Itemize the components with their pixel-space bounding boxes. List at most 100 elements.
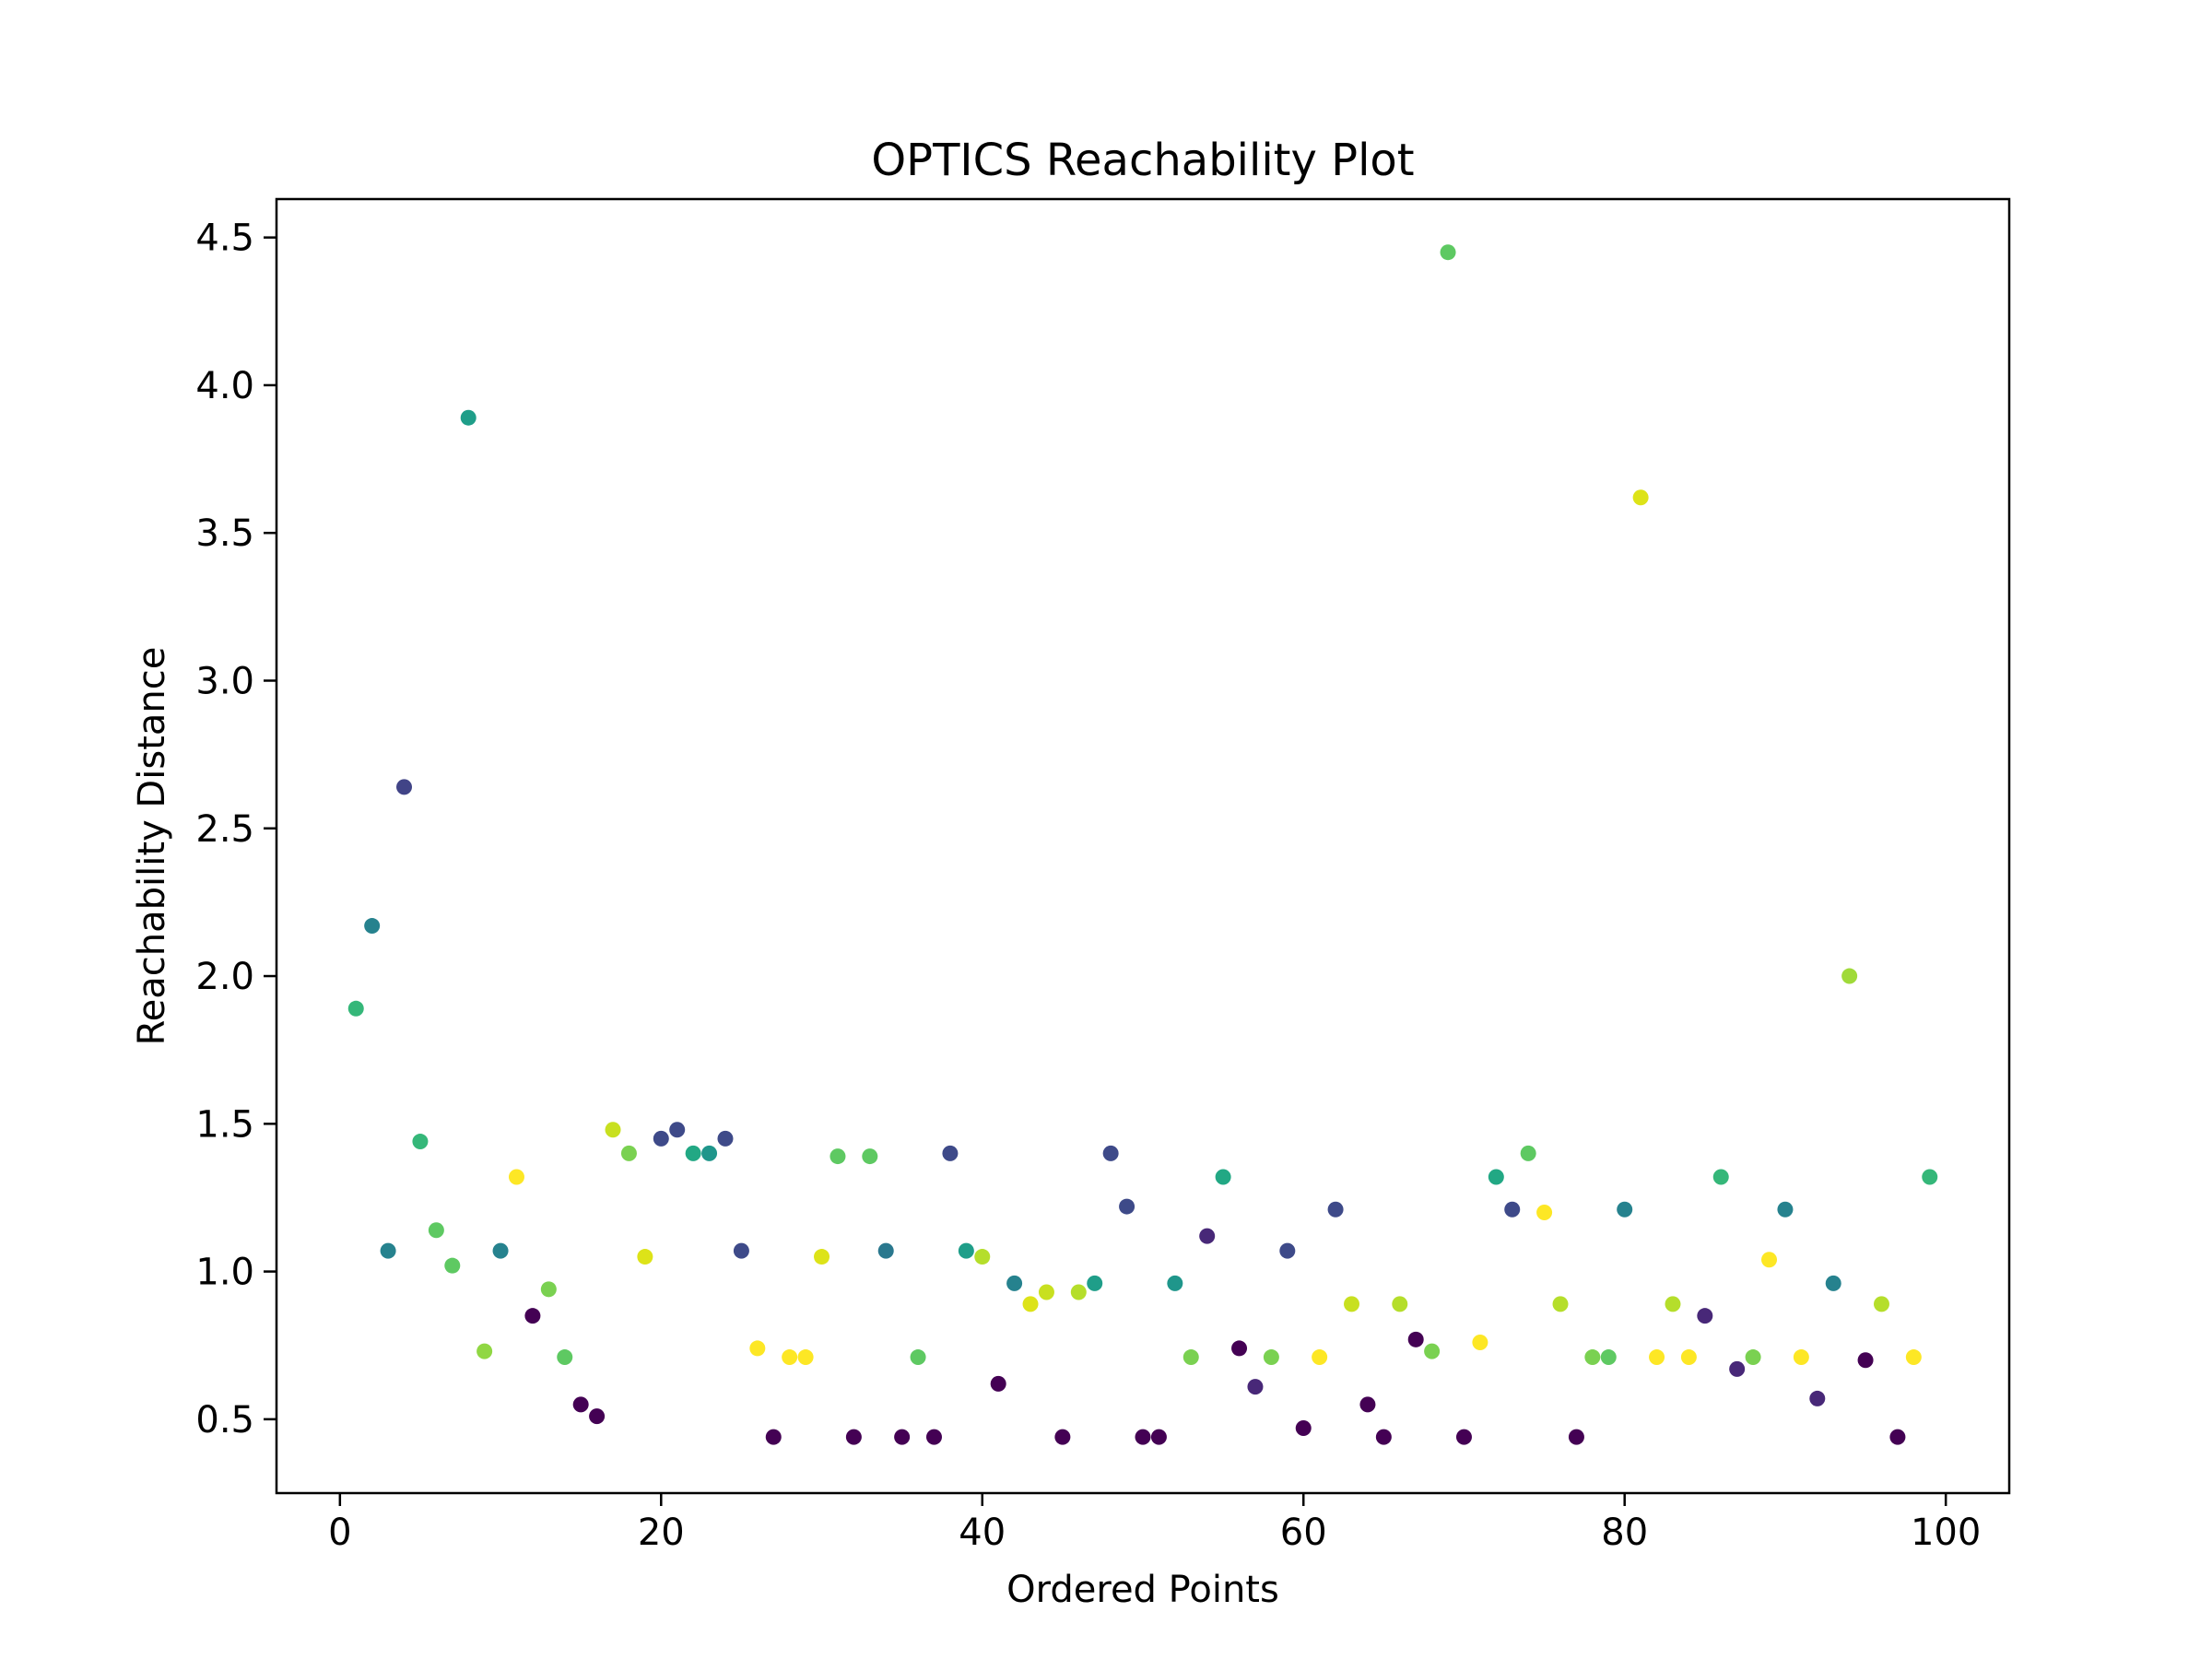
y-tick-label: 2.5 [195, 808, 254, 851]
data-point [1182, 1349, 1199, 1366]
y-tick-label: 4.0 [195, 365, 254, 407]
x-tick-label: 60 [1280, 1512, 1327, 1554]
data-point [1472, 1335, 1488, 1351]
data-points [347, 244, 1938, 1445]
data-point [1054, 1429, 1071, 1445]
data-point [877, 1242, 894, 1259]
data-point [1006, 1275, 1023, 1291]
data-point [1215, 1169, 1231, 1185]
data-point [1327, 1201, 1344, 1218]
data-point [1199, 1228, 1216, 1244]
data-point [1119, 1198, 1135, 1215]
y-axis-label: Reachability Distance [131, 647, 173, 1046]
data-point [733, 1242, 749, 1259]
data-point [1247, 1379, 1264, 1395]
data-point [942, 1145, 959, 1161]
data-point [1102, 1145, 1119, 1161]
data-point [1761, 1252, 1778, 1268]
data-point [380, 1242, 396, 1259]
x-tick-label: 20 [638, 1512, 685, 1554]
data-point [508, 1169, 524, 1185]
data-point [460, 409, 477, 426]
x-tick-label: 0 [328, 1512, 351, 1554]
data-point [477, 1343, 493, 1359]
data-point [1680, 1349, 1697, 1366]
data-point [347, 1000, 364, 1017]
data-point [701, 1145, 718, 1161]
data-point [1600, 1349, 1617, 1366]
data-point [1857, 1352, 1874, 1369]
data-point [1809, 1390, 1826, 1406]
data-point [1665, 1296, 1681, 1312]
data-point [557, 1349, 573, 1366]
data-point [1087, 1275, 1103, 1291]
data-point [669, 1122, 686, 1138]
data-point [1279, 1242, 1296, 1259]
data-point [1520, 1145, 1536, 1161]
data-point [1584, 1349, 1601, 1366]
data-point [1905, 1349, 1922, 1366]
data-point [428, 1222, 444, 1239]
data-point [925, 1429, 942, 1445]
data-point [1150, 1429, 1167, 1445]
data-point [1841, 968, 1858, 984]
data-point [1889, 1429, 1906, 1445]
data-point [1375, 1429, 1392, 1445]
data-point [1135, 1429, 1151, 1445]
chart-title: OPTICS Reachability Plot [871, 135, 1414, 186]
data-point [1070, 1284, 1087, 1300]
data-point [589, 1408, 606, 1425]
data-point [1407, 1331, 1424, 1347]
data-point [1359, 1396, 1376, 1413]
data-point [814, 1249, 830, 1265]
data-point [1536, 1204, 1553, 1220]
data-point [894, 1429, 911, 1445]
data-point [396, 779, 413, 795]
y-tick-label: 0.5 [195, 1399, 254, 1441]
data-point [653, 1130, 669, 1147]
data-point [717, 1130, 734, 1147]
data-point [1344, 1296, 1360, 1312]
data-point [1697, 1308, 1713, 1324]
data-point [524, 1308, 541, 1324]
data-point [1777, 1201, 1794, 1218]
data-point [958, 1242, 974, 1259]
y-tick-label: 1.0 [195, 1252, 254, 1294]
data-point [1873, 1296, 1889, 1312]
y-tick-label: 4.5 [195, 218, 254, 260]
data-point [444, 1257, 461, 1274]
data-point [910, 1349, 926, 1366]
data-point [1632, 489, 1649, 506]
data-point [1825, 1275, 1841, 1291]
x-tick-label: 100 [1911, 1512, 1981, 1554]
data-point [845, 1429, 862, 1445]
x-tick-label: 80 [1601, 1512, 1648, 1554]
data-point [685, 1145, 701, 1161]
data-point [620, 1145, 637, 1161]
data-point [749, 1340, 766, 1357]
data-point [412, 1134, 429, 1150]
data-point [572, 1396, 589, 1413]
x-tick-label: 40 [959, 1512, 1006, 1554]
plot-frame [275, 197, 2011, 1495]
data-point [1568, 1429, 1584, 1445]
data-point [1793, 1349, 1809, 1366]
data-point [605, 1122, 621, 1138]
data-point [1922, 1169, 1938, 1185]
y-tick-label: 1.5 [195, 1103, 254, 1146]
data-point [1745, 1349, 1761, 1366]
data-point [1167, 1275, 1183, 1291]
data-point [830, 1148, 846, 1165]
data-point [1617, 1201, 1633, 1218]
data-point [1729, 1360, 1746, 1377]
y-tick-label: 3.0 [195, 660, 254, 702]
data-point [862, 1148, 878, 1165]
y-tick-label: 3.5 [195, 512, 254, 555]
data-point [1312, 1349, 1328, 1366]
data-point [1504, 1201, 1521, 1218]
x-axis-label: Ordered Points [1006, 1569, 1279, 1611]
data-point [1552, 1296, 1569, 1312]
y-tick-label: 2.0 [195, 956, 254, 998]
